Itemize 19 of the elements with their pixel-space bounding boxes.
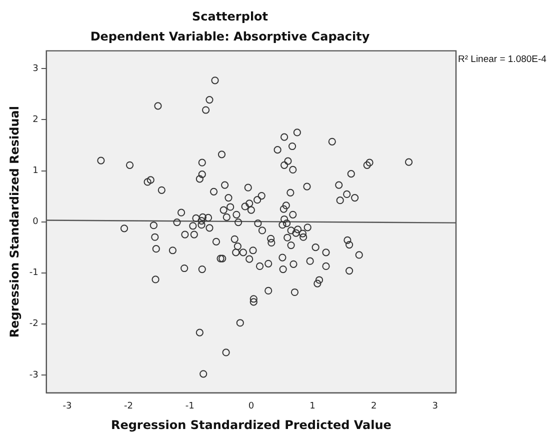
y-tick-label: -2 <box>29 319 38 330</box>
y-axis-title: Regression Standardized Residual <box>7 106 22 338</box>
x-tick-label: 0 <box>248 402 254 412</box>
x-tick-label: -2 <box>124 402 134 412</box>
y-tick-label: 1 <box>32 166 38 176</box>
text: R² Linear = 1.080E-4 <box>458 54 546 66</box>
y-tick-label: -1 <box>29 268 38 278</box>
y-tick-label: 0 <box>32 217 39 228</box>
x-tick-label: -1 <box>185 402 194 412</box>
y-tick-label: 3 <box>32 64 38 74</box>
y-tick-label: -3 <box>29 370 38 380</box>
x-tick-label: -3 <box>62 402 72 412</box>
chart-subtitle: Dependent Variable: Absorptive Capacity <box>90 30 370 44</box>
y-tick-label: 2 <box>32 115 38 126</box>
x-tick-label: 2 <box>370 402 377 412</box>
x-tick-label: 1 <box>310 402 316 412</box>
x-axis-title: Regression Standardized Predicted Value <box>110 418 392 432</box>
chart-title: Scatterplot <box>192 9 268 24</box>
x-tick-label: 3 <box>432 402 438 412</box>
